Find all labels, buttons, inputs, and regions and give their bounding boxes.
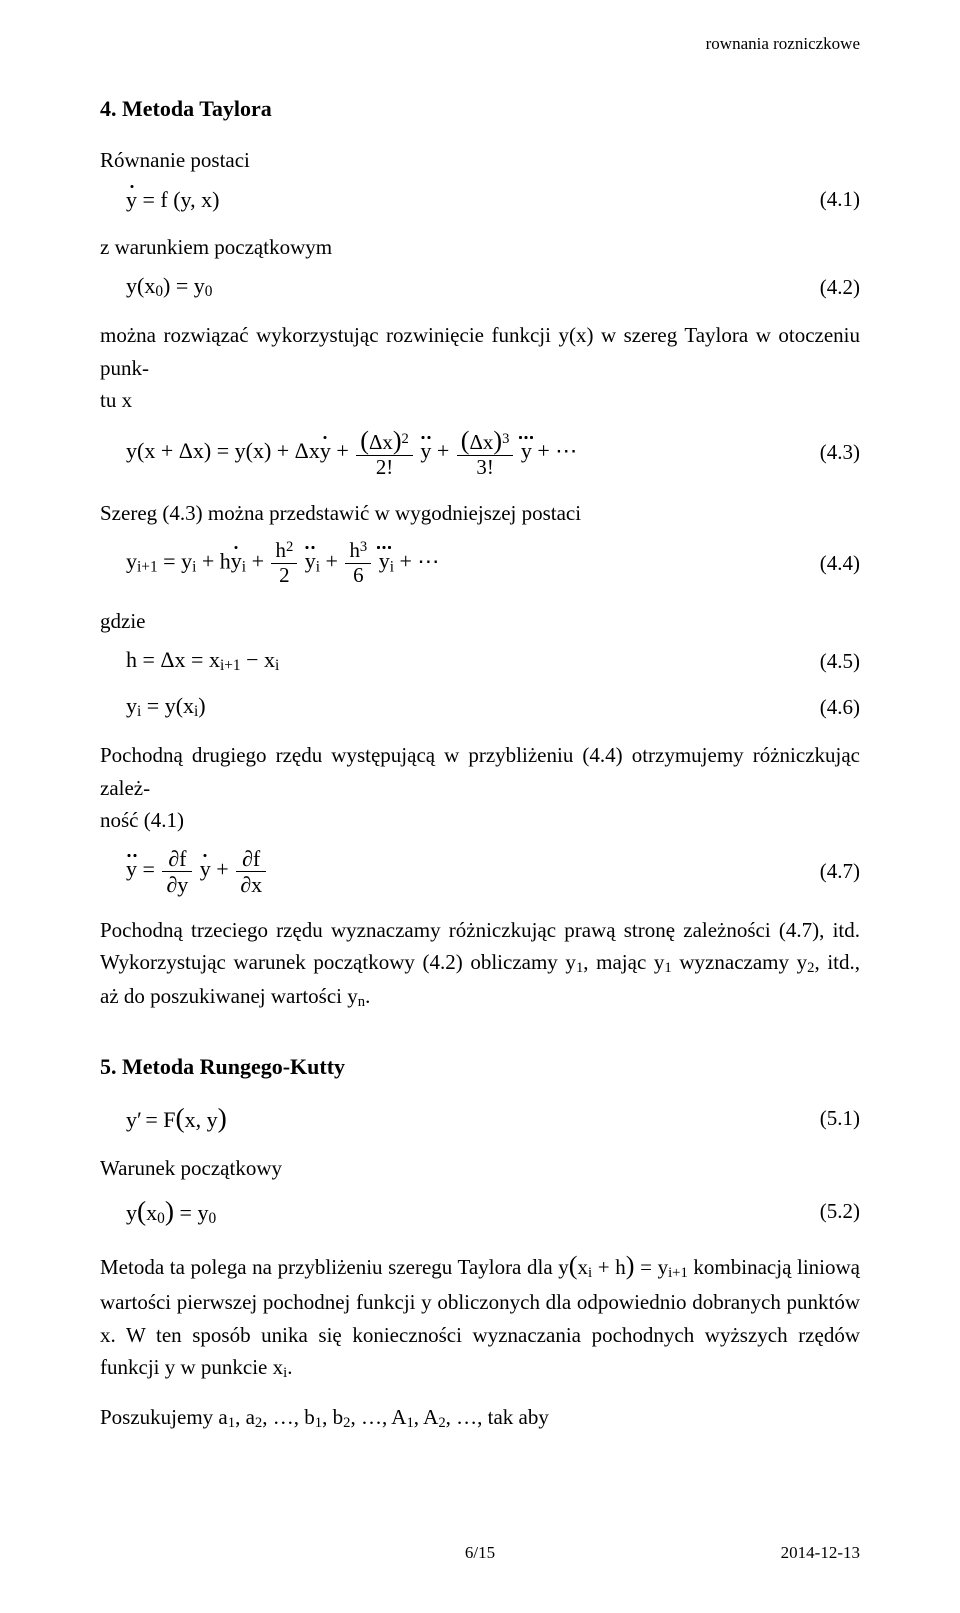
para-poszukujemy: Poszukujemy a1, a2, …, b1, b2, …, A1, A2…: [100, 1401, 860, 1435]
para-pochodna2-a: Pochodną drugiego rzędu występującą w pr…: [100, 739, 860, 804]
equation-4-2: y(x0) = y0 (4.2): [100, 273, 860, 301]
equation-4-5: h = Δx = xi+1 − xi (4.5): [100, 647, 860, 675]
para-warunek-5: Warunek początkowy: [100, 1152, 860, 1185]
equation-4-6: yi = y(xi) (4.6): [100, 693, 860, 721]
para-rozwiazac-b: tu x: [100, 384, 860, 417]
para-rownanie-postaci: Równanie postaci: [100, 144, 860, 177]
para-gdzie: gdzie: [100, 605, 860, 638]
para-pochodna3: Pochodną trzeciego rzędu wyznaczamy różn…: [100, 914, 860, 1014]
section5-title: 5. Metoda Rungego-Kutty: [100, 1054, 860, 1080]
footer-date: 2014-12-13: [781, 1543, 860, 1563]
equation-4-4: yi+1 = yi + hyi + h22 yi + h36 yi + ⋯ (4…: [100, 540, 860, 587]
page-footer: 6/15 2014-12-13: [0, 1543, 960, 1563]
para-rozwiazac-a: można rozwiązać wykorzystując rozwinięci…: [100, 319, 860, 384]
equation-5-2: y(x0) = y0 (5.2): [100, 1195, 860, 1228]
para-pochodna2-b: ność (4.1): [100, 804, 860, 837]
equation-5-1: y′ = F(x, y) (5.1): [100, 1102, 860, 1134]
equation-4-3: y(x + Δx) = y(x) + Δxy + (Δx)22! y + (Δx…: [100, 427, 860, 479]
para-metoda: Metoda ta polega na przybliżeniu szeregu…: [100, 1246, 860, 1386]
section4-title: 4. Metoda Taylora: [100, 96, 860, 122]
equation-4-7: y = ∂f∂y y + ∂f∂x (4.7): [100, 847, 860, 896]
para-warunek-poczatkowy: z warunkiem początkowym: [100, 231, 860, 264]
equation-4-1: y = f (y, x) (4.1): [100, 187, 860, 213]
para-szereg: Szereg (4.3) można przedstawić w wygodni…: [100, 497, 860, 530]
running-head: rownania rozniczkowe: [706, 34, 860, 54]
